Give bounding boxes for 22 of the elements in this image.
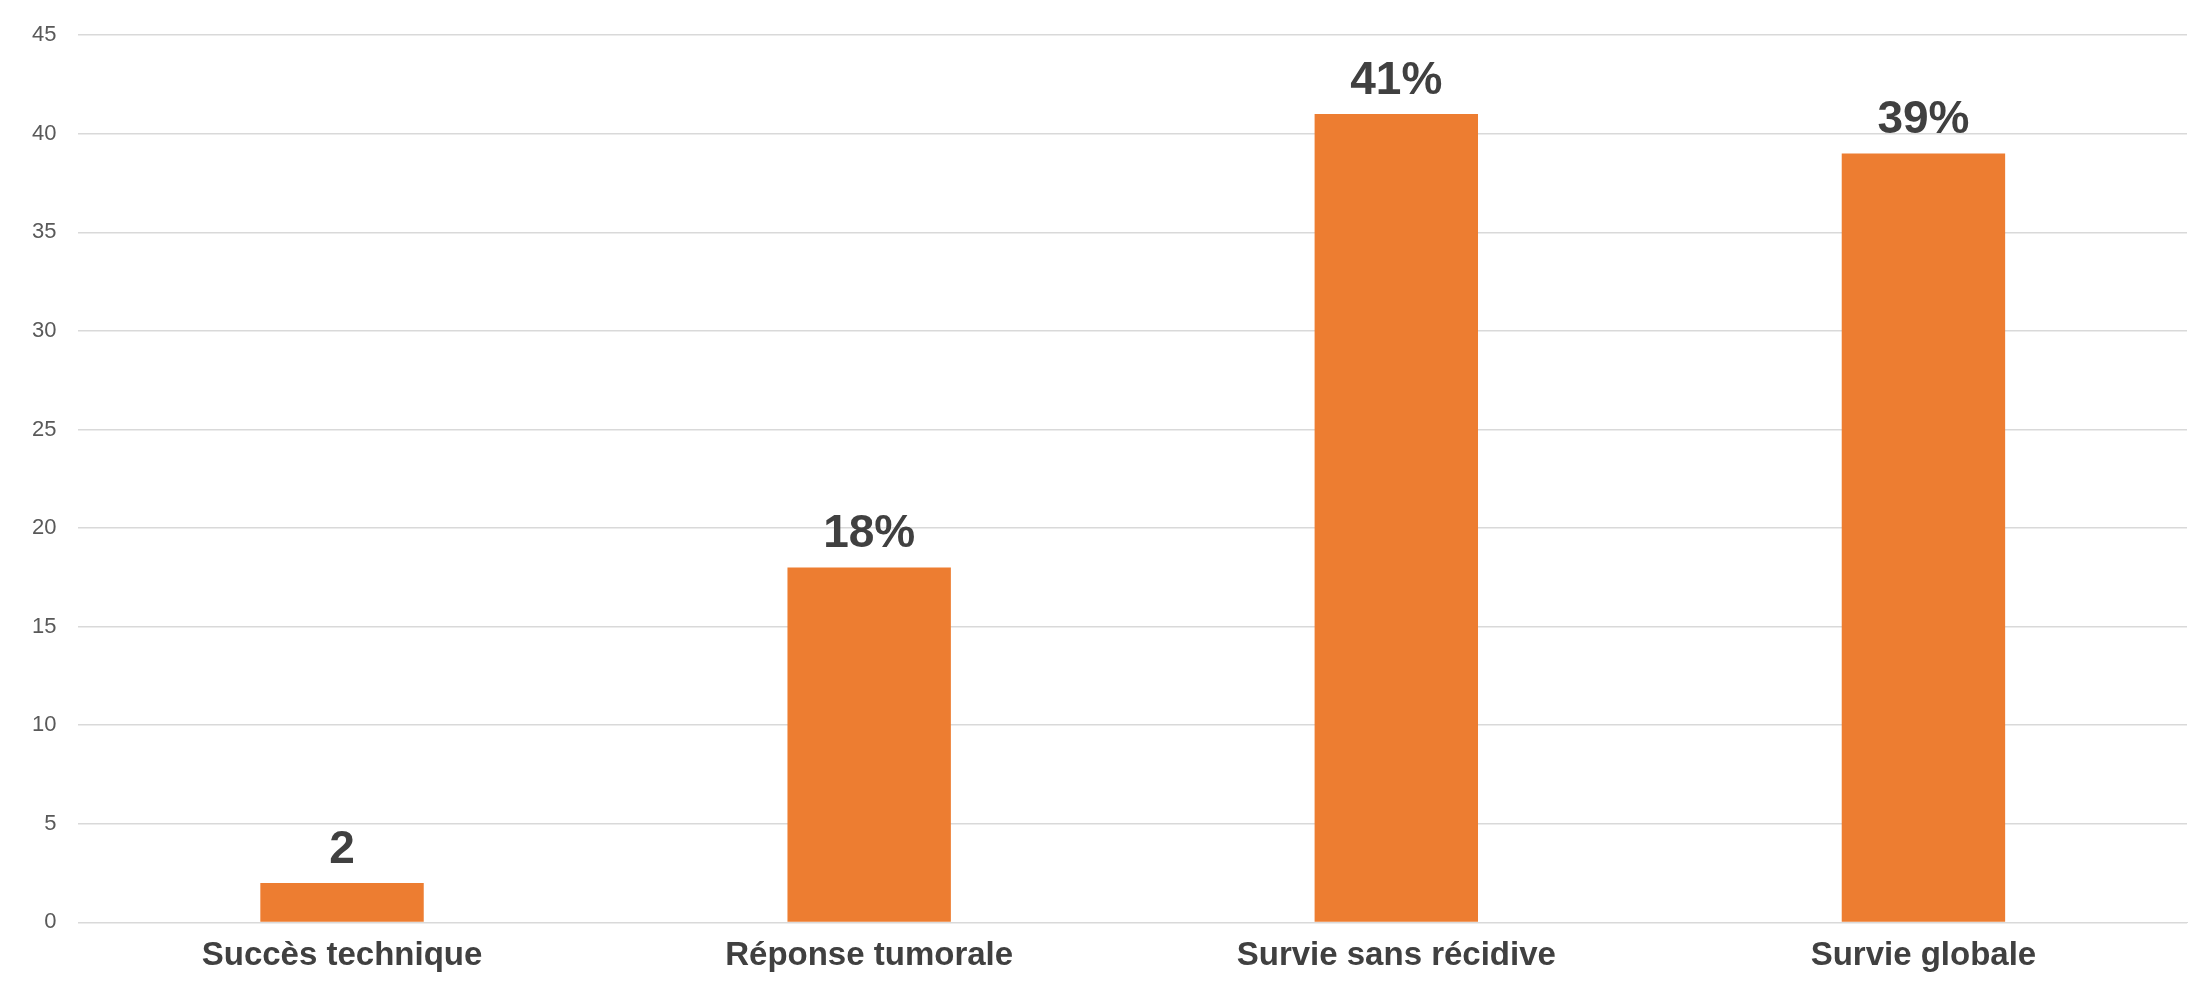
y-tick-label: 5 xyxy=(44,809,57,835)
bar xyxy=(1841,153,2006,922)
x-tick-label: Survie globale xyxy=(1810,935,2037,973)
data-label: 41% xyxy=(1350,51,1443,104)
bar xyxy=(1314,114,1479,922)
data-label: 18% xyxy=(823,505,916,558)
y-tick-label: 10 xyxy=(31,711,57,737)
data-label: 39% xyxy=(1877,91,1970,144)
x-tick-label: Succès technique xyxy=(201,935,483,973)
y-tick-label: 20 xyxy=(31,514,57,540)
x-tick-label: Survie sans récidive xyxy=(1236,935,1556,973)
x-tick-label: Réponse tumorale xyxy=(725,935,1014,973)
bar xyxy=(787,567,951,922)
y-tick-label: 40 xyxy=(31,119,57,145)
bar xyxy=(260,882,424,922)
y-tick-label: 0 xyxy=(44,908,57,934)
y-tick-label: 30 xyxy=(31,317,57,342)
y-tick-label: 45 xyxy=(31,21,57,47)
y-tick-label: 35 xyxy=(31,218,57,244)
y-tick-label: 25 xyxy=(31,415,57,441)
y-tick-label: 15 xyxy=(31,612,57,638)
data-label: 2 xyxy=(329,820,355,873)
